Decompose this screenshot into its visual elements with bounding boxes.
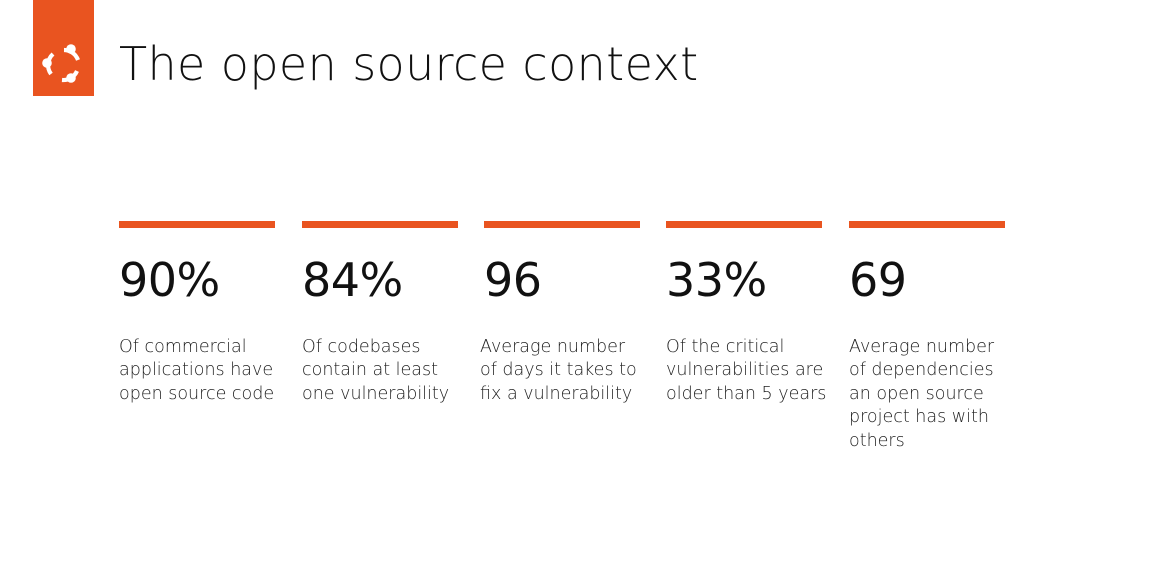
stat-accent-bar	[119, 221, 275, 228]
stat-description-line: Average number	[849, 337, 995, 357]
stat-card-critical-vulnerabilities: 33% Of the critical vulnerabilities are …	[666, 221, 826, 406]
stat-description-line: fix a vulnerability	[480, 383, 633, 404]
stat-accent-bar	[302, 221, 458, 228]
stat-description-line: open source code	[119, 383, 275, 404]
stat-description-line: of dependencies	[849, 360, 994, 381]
page-title: The open source context	[119, 37, 699, 91]
stat-accent-bar	[484, 221, 640, 228]
stat-value: 84%	[302, 253, 403, 307]
stat-accent-bar	[666, 221, 822, 228]
stat-accent-bar	[849, 221, 1005, 228]
stat-value: 33%	[666, 253, 767, 307]
stat-card-dependencies: 69 Average number of dependencies an ope…	[849, 221, 1009, 453]
stat-description: Of the critical vulnerabilities are olde…	[666, 336, 836, 406]
logo	[33, 0, 94, 96]
stat-value: 96	[484, 253, 542, 307]
stat-description-line: an open source	[849, 383, 984, 404]
stat-description-line: project has with	[849, 407, 989, 428]
stat-description: Of commercial applications have open sou…	[119, 336, 289, 406]
stat-description-line: vulnerabilities are	[666, 360, 824, 381]
stat-description-line: Of codebases	[302, 337, 421, 357]
stat-description-line: others	[849, 430, 905, 451]
stat-description: Of codebases contain at least one vulner…	[302, 336, 472, 406]
stat-description-line: Of commercial	[119, 337, 247, 357]
stat-card-codebases: 84% Of codebases contain at least one vu…	[302, 221, 462, 406]
stat-value: 90%	[119, 253, 220, 307]
stat-card-days-to-fix: 96 Average number of days it takes to fi…	[480, 221, 644, 406]
stat-description-line: Of the critical	[666, 337, 785, 357]
stat-card-commercial-apps: 90% Of commercial applications have open…	[119, 221, 279, 406]
stat-description: Average number of days it takes to fix a…	[480, 336, 650, 406]
stat-description-line: contain at least	[302, 360, 439, 381]
stat-description-line: one vulnerability	[302, 383, 450, 404]
stat-description-line: Average number	[480, 337, 626, 357]
stat-description-line: of days it takes to	[480, 360, 637, 381]
ubuntu-circle-of-friends-icon	[42, 44, 80, 83]
stat-description-line: older than 5 years	[666, 383, 827, 404]
stat-description: Average number of dependencies an open s…	[849, 336, 1019, 453]
stat-description-line: applications have	[119, 360, 274, 381]
stat-value: 69	[849, 253, 907, 307]
